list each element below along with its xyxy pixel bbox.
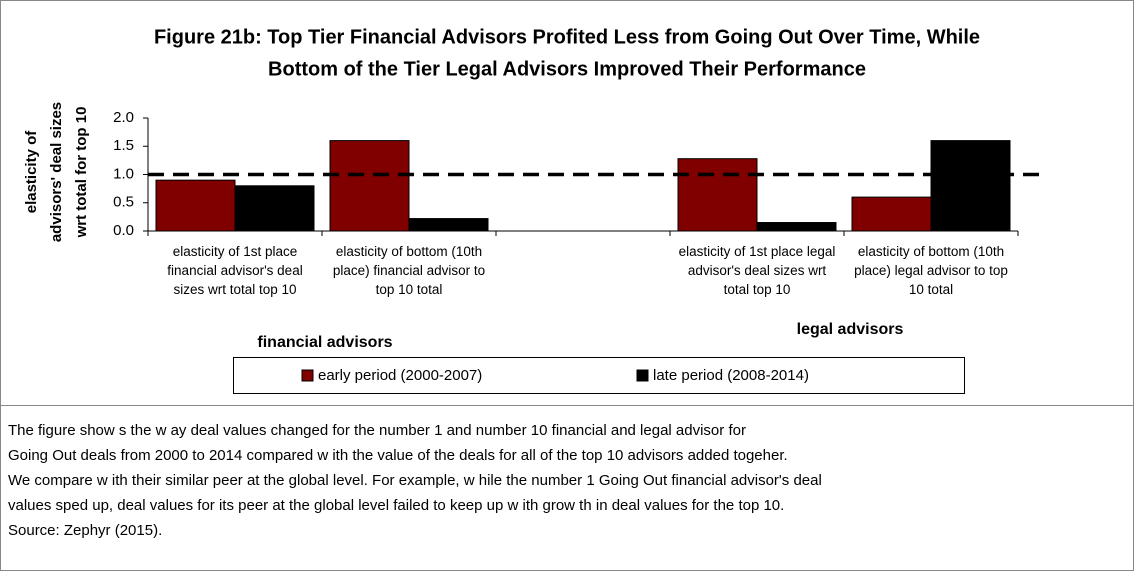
caption-line: Going Out deals from 2000 to 2014 compar… [8,447,788,464]
legend-box [233,357,965,394]
bar [677,158,758,232]
legend-label: late period (2008-2014) [653,367,809,384]
legend-swatch [301,369,314,382]
group-label: legal advisors [797,321,904,338]
caption-line: We compare w ith their similar peer at t… [8,472,822,489]
chart-title: Bottom of the Tier Legal Advisors Improv… [268,58,866,80]
x-tick-label: elasticity of 1st place legal advisor's … [678,244,836,297]
bar [408,218,489,232]
legend-swatch [636,369,649,382]
caption-line: Source: Zephyr (2015). [8,522,162,539]
x-tick-label: elasticity of 1st place financial adviso… [167,244,303,297]
y-axis-label: advisors' deal sizes [48,102,65,242]
chart-title: Figure 21b: Top Tier Financial Advisors … [154,26,980,48]
y-tick-label: 0.0 [113,222,134,239]
caption-line: The figure show s the w ay deal values c… [8,422,746,439]
y-tick-label: 1.0 [113,165,134,182]
bar [930,140,1011,232]
x-tick-label: elasticity of bottom (10th place) legal … [854,244,1008,297]
y-tick-label: 0.5 [113,194,134,211]
bar [851,196,932,232]
y-axis-label: wrt total for top 10 [73,107,90,239]
y-tick-label: 2.0 [113,109,134,126]
x-tick-label: elasticity of bottom (10th place) financ… [332,244,486,297]
caption-line: values sped up, deal values for its peer… [8,497,784,514]
y-axis-label: elasticity of [23,130,40,214]
y-tick-label: 1.5 [113,137,134,154]
bar [155,179,236,232]
bar [329,140,410,232]
bar [234,185,315,232]
bar [756,222,837,232]
legend-label: early period (2000-2007) [318,367,482,384]
group-label: financial advisors [257,334,392,351]
